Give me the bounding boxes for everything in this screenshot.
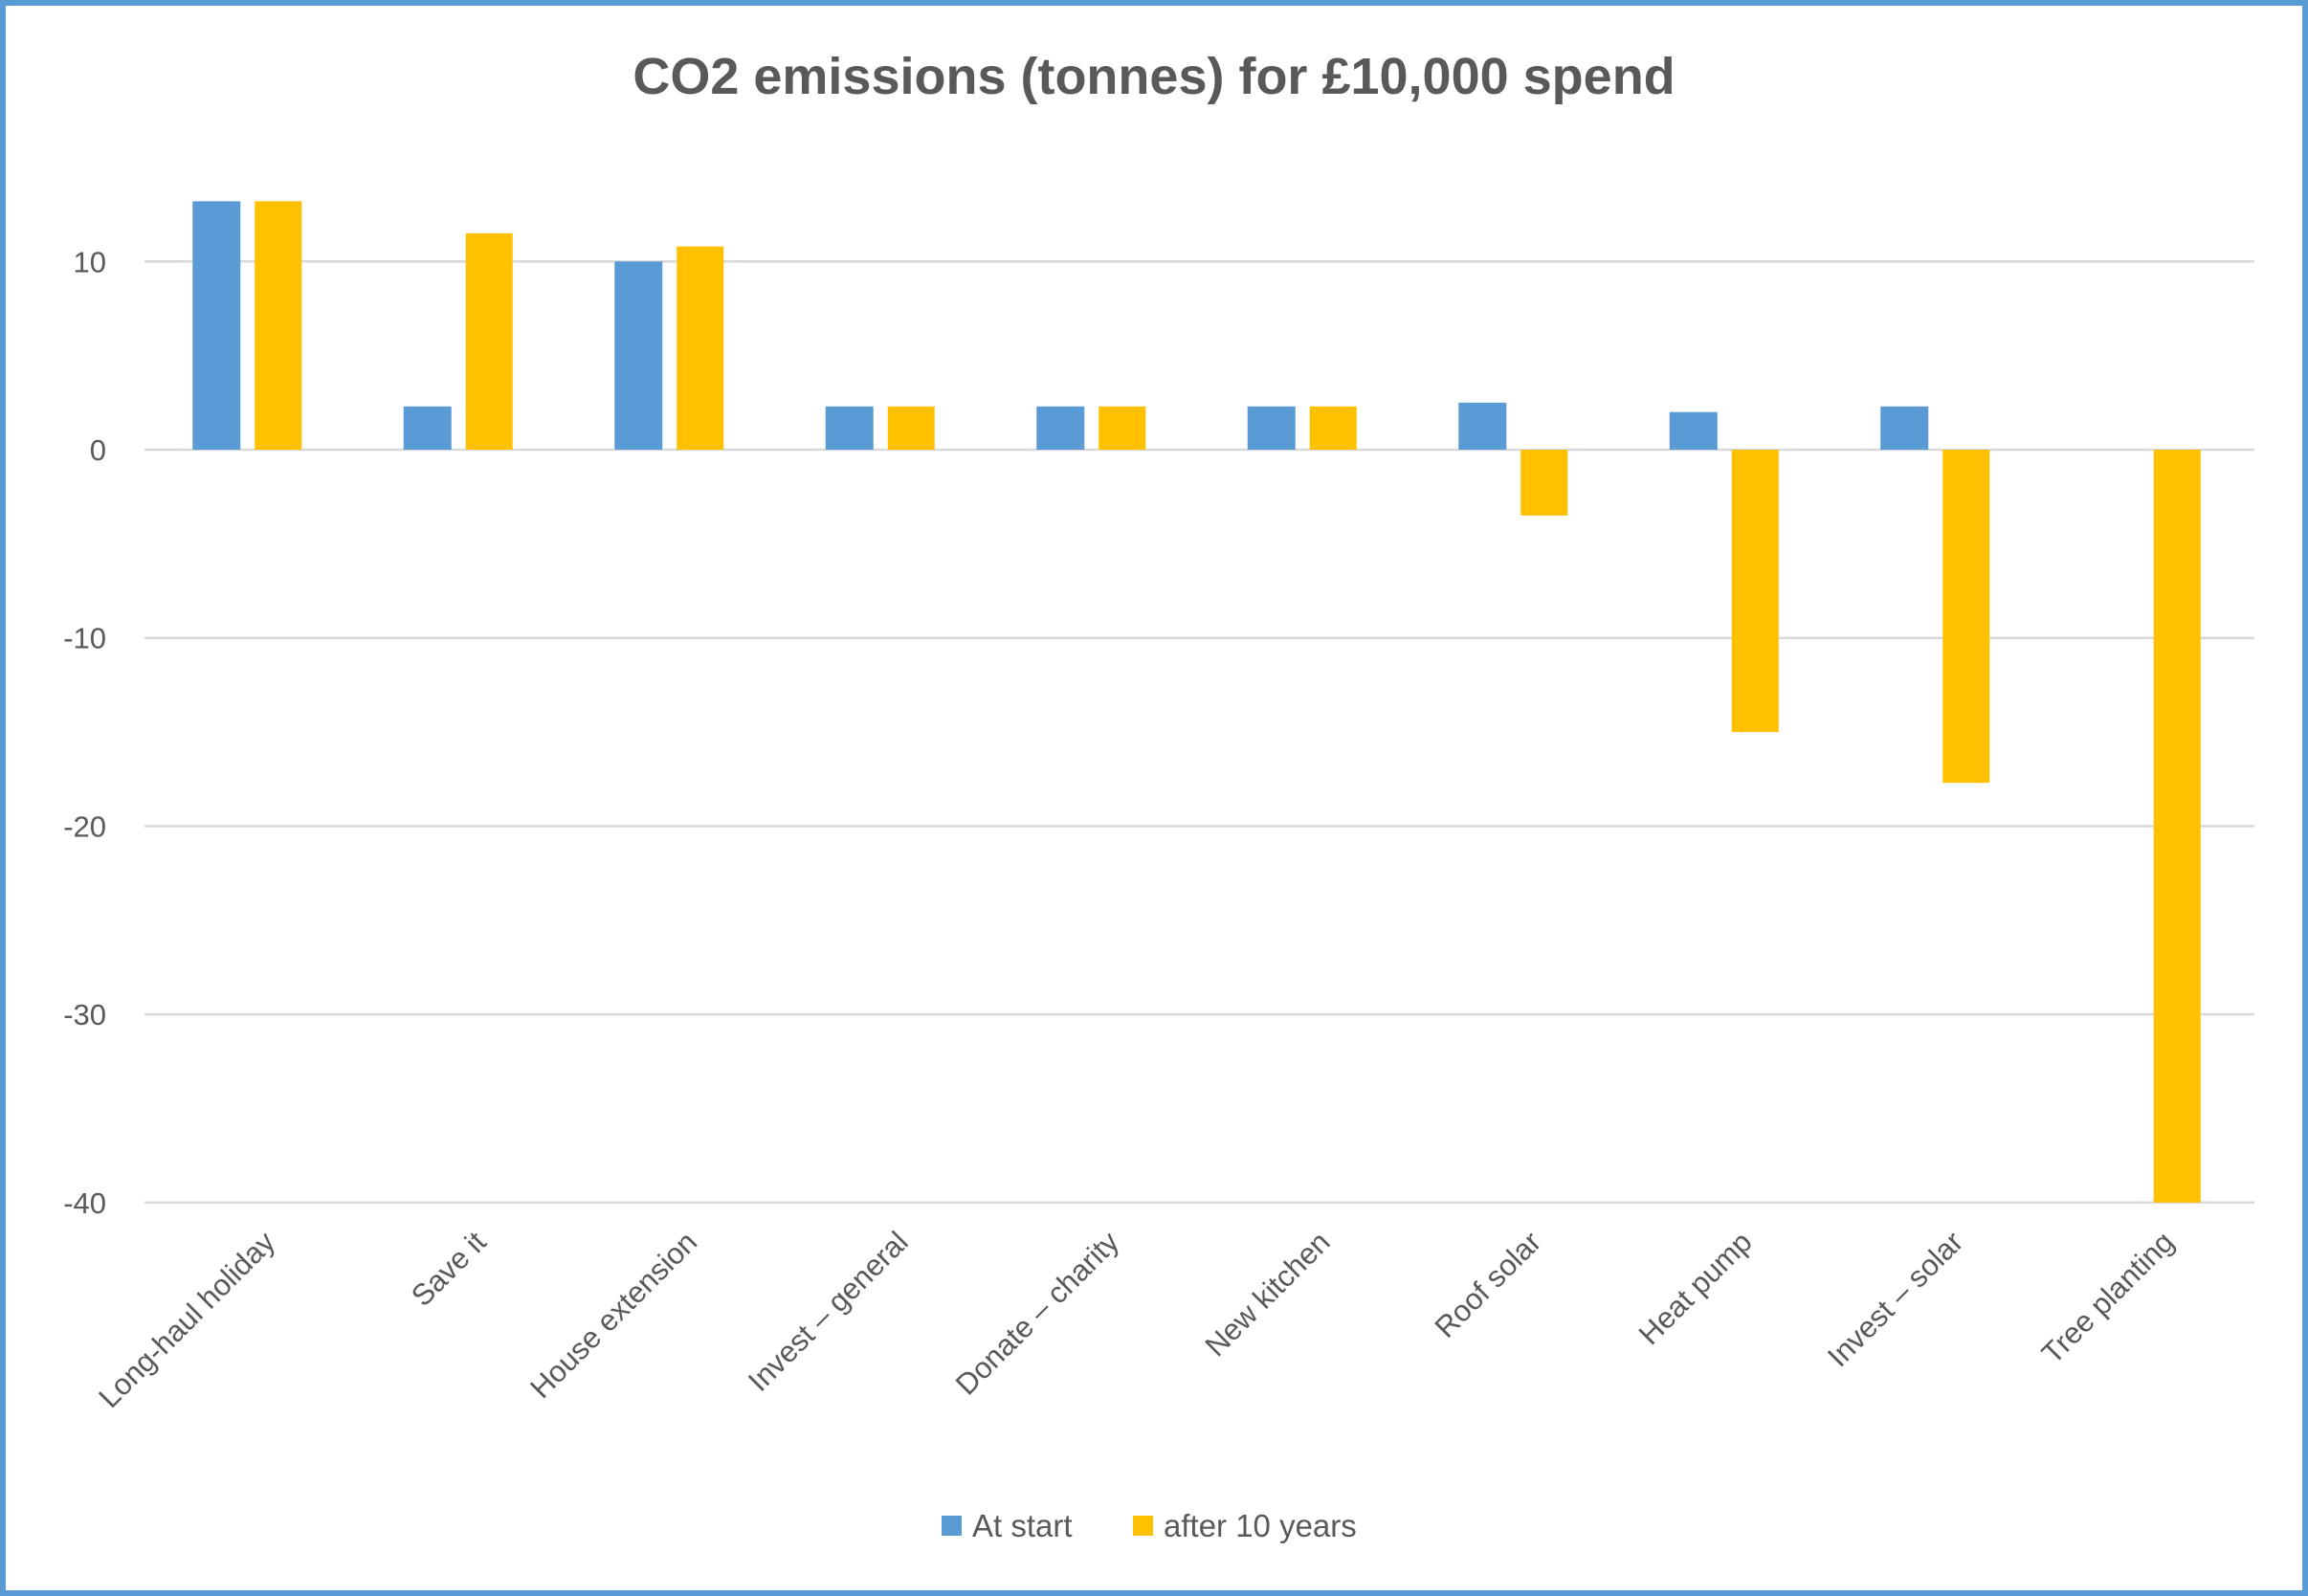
x-tick-label: Heat pump <box>1632 1225 1759 1351</box>
y-tick-label: 10 <box>74 245 106 278</box>
x-tick-label: Donate – charity <box>949 1225 1126 1402</box>
bar-after-10-years <box>1309 406 1357 450</box>
bar-after-10-years <box>677 246 724 450</box>
x-tick-label: New kitchen <box>1199 1225 1337 1363</box>
bar-after-10-years <box>1099 406 1146 450</box>
bar-at-start <box>192 201 241 450</box>
x-tick-label: Long-haul holiday <box>92 1225 281 1414</box>
bar-at-start <box>403 406 452 450</box>
y-tick-label: -20 <box>63 809 106 843</box>
y-tick-label: -10 <box>63 622 106 655</box>
bar-at-start <box>1458 402 1507 450</box>
x-tick-label: House extension <box>523 1225 703 1405</box>
x-tick-label: Save it <box>405 1225 493 1313</box>
bar-after-10-years <box>2153 450 2201 1203</box>
legend-swatch <box>942 1516 962 1536</box>
y-tick-label: -30 <box>63 998 106 1031</box>
x-tick-label: Invest – solar <box>1821 1225 1969 1373</box>
bar-at-start <box>614 261 663 450</box>
legend-label: after 10 years <box>1164 1508 1357 1543</box>
bar-at-start <box>1036 406 1085 450</box>
x-tick-label: Invest – general <box>742 1225 915 1398</box>
bar-after-10-years <box>1731 450 1779 733</box>
legend-label: At start <box>972 1508 1073 1543</box>
y-tick-label: -40 <box>63 1186 106 1220</box>
bar-after-10-years <box>255 201 302 450</box>
bar-after-10-years <box>887 406 935 450</box>
x-tick-label: Tree planting <box>2035 1225 2181 1370</box>
chart-title: CO2 emissions (tonnes) for £10,000 spend <box>632 48 1675 105</box>
x-tick-label: Roof solar <box>1429 1225 1548 1344</box>
bar-at-start <box>1669 411 1718 450</box>
bar-after-10-years <box>465 233 513 450</box>
bar-at-start <box>825 406 874 450</box>
y-tick-label: 0 <box>90 433 106 467</box>
bar-after-10-years <box>1520 450 1568 516</box>
legend-swatch <box>1133 1516 1153 1536</box>
bar-at-start <box>1880 406 1929 450</box>
bar-at-start <box>1247 406 1296 450</box>
bar-after-10-years <box>1942 450 1990 784</box>
